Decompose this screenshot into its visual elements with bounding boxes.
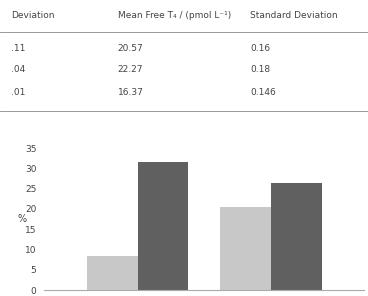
Text: Mean Free T₄ / (pmol L⁻¹): Mean Free T₄ / (pmol L⁻¹) xyxy=(118,11,231,20)
Text: .11: .11 xyxy=(11,44,25,53)
Text: .04: .04 xyxy=(11,65,25,74)
Y-axis label: %: % xyxy=(18,214,27,224)
Text: 22.27: 22.27 xyxy=(118,65,143,74)
Bar xyxy=(271,183,322,290)
Bar xyxy=(138,162,188,290)
Bar xyxy=(87,255,138,290)
Text: .01: .01 xyxy=(11,88,25,97)
Text: 0.18: 0.18 xyxy=(250,65,270,74)
Text: 16.37: 16.37 xyxy=(118,88,144,97)
Text: Standard Deviation: Standard Deviation xyxy=(250,11,338,20)
Bar xyxy=(220,207,271,290)
Text: 0.16: 0.16 xyxy=(250,44,270,53)
Text: 0.146: 0.146 xyxy=(250,88,276,97)
Text: 20.57: 20.57 xyxy=(118,44,144,53)
Text: Deviation: Deviation xyxy=(11,11,54,20)
